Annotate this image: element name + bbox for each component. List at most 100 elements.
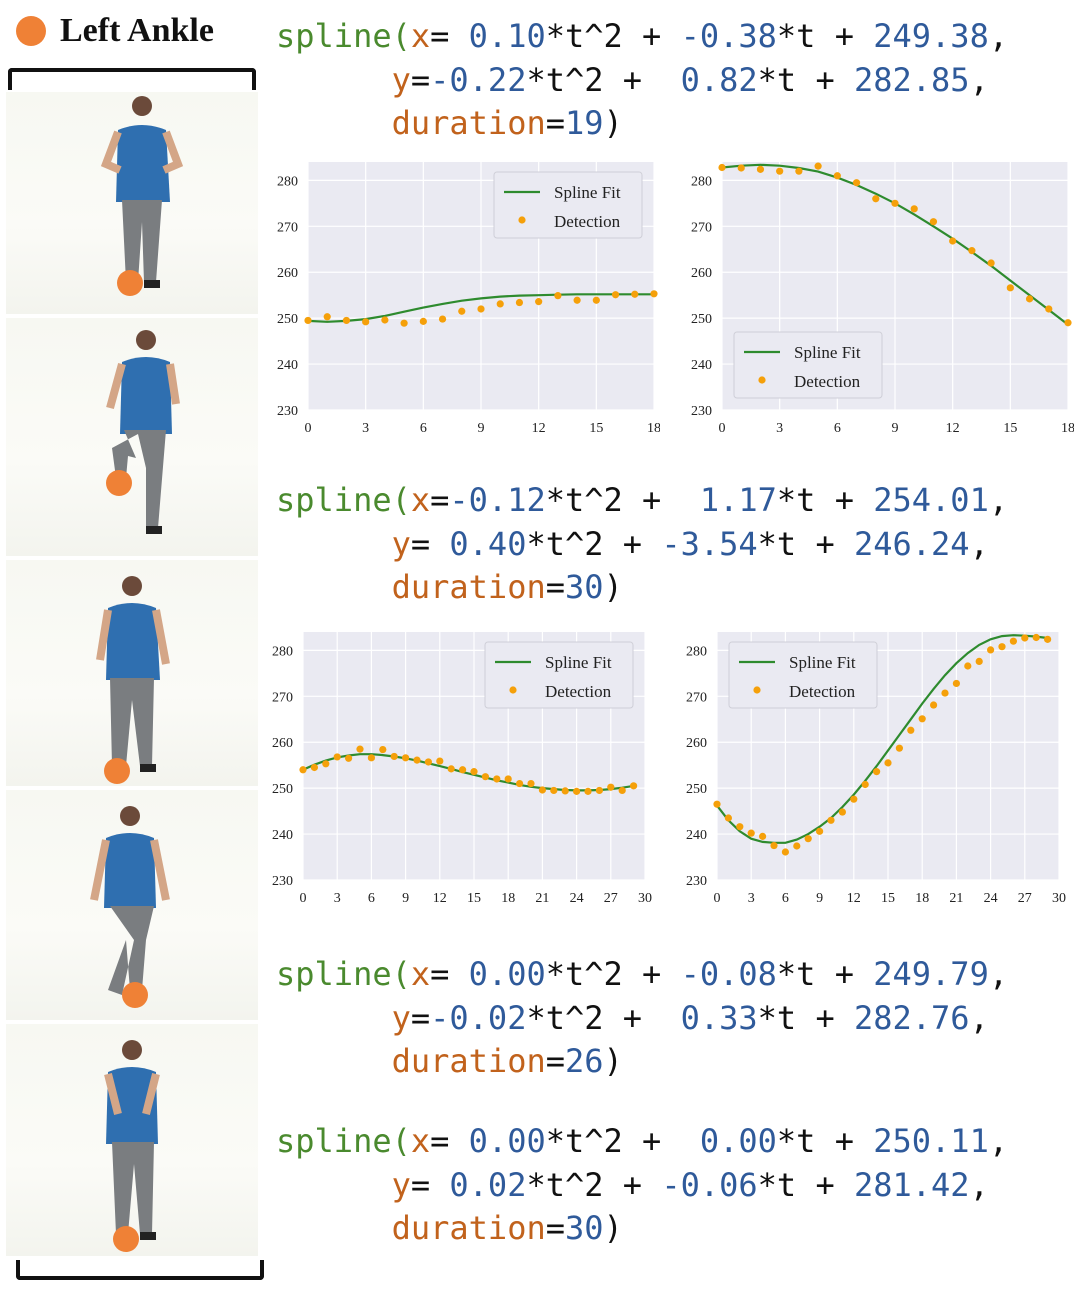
x-tick-label: 3 (334, 891, 341, 906)
spline-code-2: spline(x=-0.12*t^2 + 1.17*t + 254.01, y=… (276, 481, 1009, 606)
detection-point (504, 775, 512, 783)
detection-point (345, 754, 353, 762)
x-tick-label: 21 (949, 891, 963, 906)
detection-point (550, 786, 558, 795)
y-tick-label: 270 (691, 220, 712, 235)
x-tick-label: 30 (638, 891, 652, 906)
detection-point (852, 179, 861, 187)
y-tick-label: 280 (691, 174, 712, 189)
detection-point (515, 298, 524, 307)
x-tick-label: 12 (847, 891, 861, 906)
y-tick-label: 260 (272, 736, 293, 751)
detection-point (827, 816, 835, 824)
detection-point (379, 745, 387, 754)
frames-bracket-top (8, 68, 256, 90)
detection-point (1025, 295, 1034, 303)
person-standing-figure (96, 576, 170, 772)
ankle-marker-icon (122, 982, 148, 1008)
detection-point (611, 291, 620, 299)
y-tick-label: 250 (272, 782, 293, 797)
x-tick-label: 27 (604, 891, 618, 906)
left-ankle-legend: Left Ankle (16, 12, 214, 50)
y-tick-label: 270 (277, 220, 298, 235)
legend-box (484, 641, 634, 709)
x-tick-label: 12 (532, 421, 546, 436)
detection-point (367, 754, 375, 762)
legend-fit-label: Spline Fit (789, 653, 856, 672)
detection-point (759, 832, 767, 840)
x-tick-label: 21 (535, 891, 549, 906)
detection-point (838, 808, 846, 816)
x-tick-label: 15 (589, 421, 603, 436)
x-tick-label: 3 (362, 421, 369, 436)
spline-code-1: spline(x= 0.10*t^2 + -0.38*t + 249.38, y… (276, 17, 1009, 142)
x-tick-label: 15 (467, 891, 481, 906)
detection-point (872, 195, 880, 203)
detection-point (910, 205, 918, 213)
detection-point (342, 316, 351, 325)
detection-point (438, 315, 447, 323)
detection-point (713, 800, 721, 808)
frames-bracket-bottom (16, 1260, 264, 1280)
spline-code-3: spline(x= 0.00*t^2 + -0.08*t + 249.79, y… (276, 955, 1009, 1080)
detection-point (381, 316, 389, 324)
detection-point (362, 318, 370, 326)
legend-detection-swatch (509, 686, 517, 694)
detection-point (929, 218, 938, 226)
detection-point (1045, 305, 1053, 313)
detection-point (618, 786, 626, 795)
detection-point (323, 313, 331, 321)
detection-point (987, 259, 995, 267)
detection-point (554, 292, 562, 300)
detection-point (493, 775, 501, 783)
legend-detection-label: Detection (545, 682, 612, 701)
detection-point (861, 780, 869, 789)
x-tick-label: 18 (915, 891, 929, 906)
detection-point (793, 842, 801, 850)
y-tick-label: 230 (691, 404, 712, 419)
y-tick-label: 250 (277, 312, 298, 327)
y-tick-label: 280 (686, 644, 707, 659)
detection-point (630, 782, 638, 790)
detection-point (356, 745, 364, 753)
left-ankle-marker-icon (16, 16, 46, 46)
plot-y-2: 230 240 250 260 270 280 0 3 6 9 12 15 18 21 24 27 30 Spli… (686, 632, 1066, 906)
legend-detection-swatch (758, 376, 766, 384)
detection-point (1009, 637, 1017, 645)
x-tick-label: 6 (420, 421, 427, 436)
detection-point (470, 768, 478, 776)
ankle-marker-icon (106, 470, 132, 496)
video-frame-4 (6, 790, 258, 1020)
legend-detection-label: Detection (554, 212, 621, 231)
x-tick-label: 0 (719, 421, 726, 436)
detection-point (968, 247, 976, 255)
detection-point (718, 163, 726, 172)
detection-point (975, 657, 983, 665)
x-tick-label: 6 (834, 421, 841, 436)
ankle-marker-icon (104, 758, 130, 784)
detection-point (781, 848, 789, 856)
plot-y-1: 230 240 250 260 270 280 0 3 6 9 12 15 18 Spline Fit De… (691, 162, 1074, 436)
detection-point (873, 768, 881, 776)
x-tick-label: 18 (501, 891, 515, 906)
detection-point (322, 760, 330, 768)
detection-point (1021, 634, 1029, 642)
x-tick-label: 15 (1003, 421, 1017, 436)
detection-point (459, 766, 467, 774)
legend-fit-label: Spline Fit (554, 183, 621, 202)
spline-code-4: spline(x= 0.00*t^2 + 0.00*t + 250.11, y=… (276, 1122, 1009, 1247)
person-knee-raise-figure (106, 330, 180, 534)
detection-point (299, 766, 307, 774)
legend-fit-label: Spline Fit (794, 343, 861, 362)
x-tick-label: 24 (984, 891, 998, 906)
legend-box (733, 331, 883, 399)
y-tick-label: 250 (691, 312, 712, 327)
video-frame-3 (6, 560, 258, 786)
detection-point (814, 162, 822, 170)
detection-point (436, 757, 444, 765)
y-tick-label: 270 (686, 690, 707, 705)
y-tick-label: 230 (272, 874, 293, 889)
detection-point (573, 296, 581, 304)
detection-point (538, 786, 546, 794)
x-tick-label: 0 (714, 891, 721, 906)
